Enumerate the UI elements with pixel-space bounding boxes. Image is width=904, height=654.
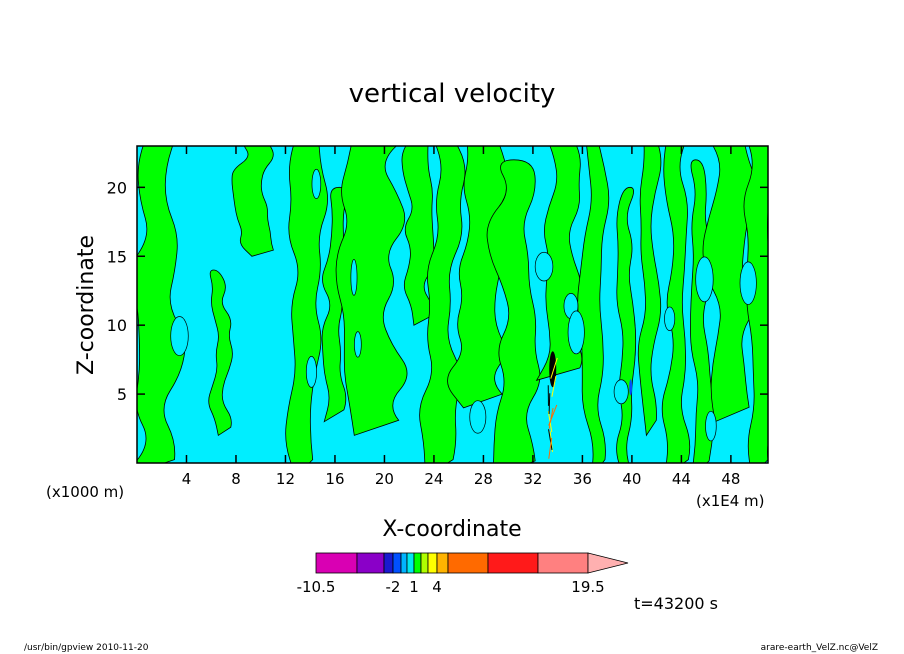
y-tick-label: 10 [107,316,127,335]
plot-area [136,145,769,464]
x-tick-label: 24 [424,470,443,488]
negative-velocity-pocket [350,259,358,296]
strong-updraft-contour [548,404,558,426]
negative-velocity-pocket [739,261,757,305]
colorbar-segment [447,552,489,574]
positive-velocity-region [231,146,274,257]
colorbar-segment [392,552,402,574]
strong-updraft-contour [551,375,557,397]
x-tick-label: 44 [672,470,691,488]
y-tick-label: 5 [117,385,127,404]
negative-velocity-pocket [664,306,676,331]
x-tick-label: 4 [182,470,192,488]
x-tick-label: 12 [276,470,295,488]
colorbar-tick-labels: -10.5 -2 1 4 19.5 [297,578,605,596]
colorbar-tick-label: 19.5 [571,578,604,596]
plot-frame [136,145,769,464]
x-tick-label: 48 [721,470,740,488]
positive-velocity-region [447,146,509,409]
x-axis-ticks: 4 8 12 16 20 24 28 32 36 40 44 48 [182,146,740,488]
x-tick-label: 8 [231,470,241,488]
positive-velocity-region [637,146,662,437]
positive-velocity-region [743,146,768,463]
time-label: t=43200 s [634,594,718,613]
footer-right: arare-earth_VelZ.nc@VelZ [761,643,878,653]
negative-velocity-pocket [567,310,585,355]
x-tick-label: 32 [523,470,542,488]
colorbar-tick-label: -10.5 [297,578,336,596]
colorbar-tick-label: -2 [386,578,401,596]
negative-velocity-pocket [469,400,487,434]
x-tick-label: 40 [622,470,641,488]
negative-velocity-pocket [613,379,629,405]
x-axis-label: X-coordinate [382,517,521,542]
negative-velocity-pocket [695,256,714,303]
colorbar-tick-label: 4 [432,578,442,596]
strong-updraft-contour [550,357,558,379]
colorbar-segment [315,552,358,574]
colorbar-segment [537,552,589,574]
y-tick-label: 20 [107,178,127,197]
colorbar-segment [406,552,415,574]
positive-velocity-region [208,269,233,437]
positive-velocity-region [486,159,541,463]
positive-velocity-region [577,146,610,463]
colorbar-tick-label: 1 [409,578,419,596]
x-tick-label: 28 [474,470,493,488]
negative-velocity-pocket [534,251,554,282]
colorbar-segment [420,552,429,574]
negative-velocity-pocket [311,168,322,199]
x-tick-label: 20 [375,470,394,488]
negative-velocity-pocket [705,410,717,442]
strong-updraft-contour [548,393,551,414]
colorbar-segment [436,552,449,574]
x-tick-label: 16 [325,470,344,488]
velocity-field [137,146,768,463]
colorbar-segment [487,552,539,574]
positive-velocity-region [661,146,691,463]
strong-updraft-contour [548,429,553,451]
y-axis-ticks: 5 10 15 20 [107,178,768,404]
footer-left: /usr/bin/gpview 2010-11-20 [24,643,149,653]
chart-title: vertical velocity [349,79,556,109]
downdraft-core [629,379,633,396]
y-axis-label: Z-coordinate [74,235,99,375]
negative-velocity-pocket [354,331,362,358]
colorbar-segment [356,552,385,574]
positive-velocity-region [335,146,408,436]
x-tick-label: 36 [573,470,592,488]
colorbar-segment [413,552,422,574]
negative-velocity-pocket [305,356,317,388]
colorbar-extend-arrow [587,552,629,574]
colorbar-segment [427,552,438,574]
positive-velocity-region [285,146,328,463]
x-unit-left-label: (x1000 m) [46,483,124,501]
negative-velocity-pocket [170,316,189,356]
strong-updraft-contour [548,437,553,459]
y-tick-label: 15 [107,247,127,266]
colorbar [315,552,629,574]
colorbar-segment [383,552,394,574]
colorbar-segment [400,552,408,574]
x-unit-right-label: (x1E4 m) [696,492,765,510]
